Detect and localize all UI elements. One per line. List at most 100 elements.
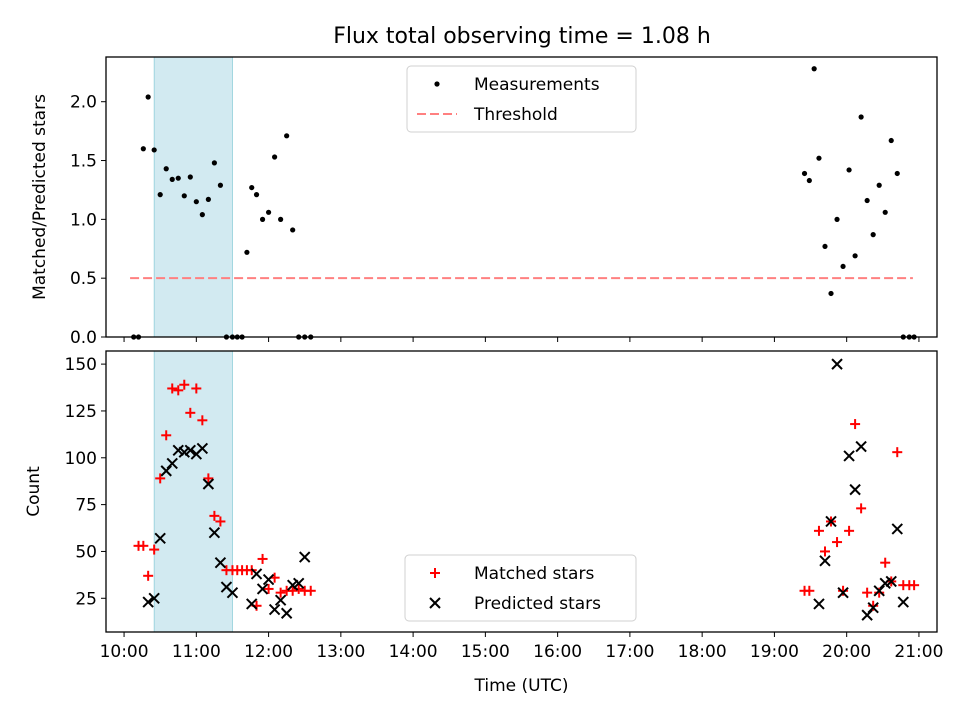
measurement-point (187, 174, 193, 180)
measurement-point (828, 290, 834, 297)
bottom-xtick-label: 21:00 (894, 642, 943, 662)
matched-star-point (856, 503, 867, 514)
matched-star-point (167, 383, 178, 394)
predicted-star-point (825, 515, 837, 528)
measurement-point (278, 216, 284, 222)
bottom-ytick-label: 150 (65, 355, 97, 375)
top-ytick-label: 1.5 (70, 152, 97, 172)
measurement-point (834, 216, 840, 222)
measurement-point (244, 249, 250, 255)
measurement-point (858, 114, 864, 120)
predicted-star-point (843, 450, 855, 462)
measurement-point (217, 182, 224, 188)
measurement-point (163, 166, 169, 172)
matched-star-point (257, 553, 268, 564)
measurement-point (870, 232, 876, 238)
predicted-star-point (184, 444, 197, 456)
predicted-star-point (885, 575, 897, 588)
bottom-ytick-label: 100 (65, 449, 97, 469)
bottom-xtick-label: 16:00 (533, 642, 582, 662)
predicted-star-point (867, 601, 879, 614)
legend-measurements-marker (434, 81, 440, 87)
measurement-point (145, 94, 151, 100)
measurement-point (193, 199, 199, 205)
matched-star-point (832, 537, 843, 548)
measurement-point (284, 133, 290, 139)
bottom-ytick-label: 50 (75, 542, 97, 562)
matched-star-point (813, 525, 824, 536)
legend-matched-label: Matched stars (474, 564, 594, 584)
measurement-point (876, 182, 882, 188)
predicted-star-point (142, 596, 154, 608)
predicted-star-point (292, 577, 305, 590)
bottom-highlight-band (153, 350, 233, 633)
predicted-star-point (831, 358, 843, 370)
predicted-star-point (250, 568, 263, 580)
measurement-point (840, 263, 846, 270)
matched-star-point (287, 585, 298, 596)
matched-star-point (850, 419, 861, 430)
matched-star-point (819, 546, 830, 557)
matched-star-point (275, 587, 286, 598)
measurement-point (157, 192, 163, 198)
predicted-star-point (849, 483, 861, 496)
bottom-plot-frame (105, 350, 938, 633)
bottom-legend-box (404, 554, 637, 622)
legend-threshold-label: Threshold (473, 105, 558, 125)
predicted-star-point (160, 465, 172, 477)
measurement-point (806, 177, 812, 184)
bottom-ytick-label: 25 (75, 589, 97, 609)
measurement-point (249, 184, 255, 191)
top-legend: Measurements Threshold (406, 65, 637, 133)
measurement-point (811, 66, 817, 72)
measurement-point (272, 154, 278, 160)
measurement-point (290, 227, 296, 233)
predicted-star-point (274, 594, 287, 606)
bottom-xtick-label: 13:00 (316, 642, 365, 662)
measurement-point (151, 147, 157, 153)
matched-star-point (155, 473, 166, 484)
predicted-star-point (208, 527, 221, 539)
measurement-point (140, 146, 146, 152)
measurement-point (882, 209, 888, 215)
matched-star-point (892, 447, 903, 458)
measurement-point (253, 192, 260, 198)
measurement-point (846, 167, 852, 173)
matched-star-point (149, 544, 160, 555)
matched-star-point (173, 385, 184, 396)
bottom-xtick-label: 12:00 (244, 642, 293, 662)
bottom-ylabel: Count (24, 466, 44, 517)
predicted-star-point (873, 585, 885, 597)
matched-star-point (862, 587, 873, 598)
measurement-point (265, 209, 272, 215)
measurement-point (169, 176, 175, 182)
matched-star-point (880, 557, 891, 568)
bottom-xtick-label: 17:00 (605, 642, 654, 662)
measurement-point (852, 253, 858, 259)
top-ytick-label: 1.0 (70, 210, 97, 230)
measurement-point (199, 212, 205, 218)
matched-star-point (868, 600, 879, 611)
matched-star-point (203, 473, 214, 484)
matched-star-point (191, 383, 202, 394)
predicted-star-point (154, 532, 166, 545)
bottom-xtick-label: 10:00 (100, 642, 149, 662)
matched-star-point (185, 407, 196, 418)
measurement-point (888, 137, 894, 144)
bottom-xtick-label: 11:00 (172, 642, 221, 662)
predicted-star-point (246, 598, 258, 610)
predicted-star-point (897, 596, 909, 608)
measurement-point (894, 170, 900, 177)
measurement-point (181, 193, 187, 199)
bottom-xtick-label: 19:00 (750, 642, 799, 662)
measurement-point (205, 196, 211, 202)
matched-star-point (161, 430, 172, 441)
predicted-star-point (855, 440, 867, 453)
bottom-xtick-label: 15:00 (461, 642, 510, 662)
matched-star-point (305, 585, 316, 596)
predicted-star-point (256, 583, 269, 595)
matched-star-point (138, 540, 149, 551)
matched-star-point (179, 379, 190, 390)
legend-measurements-label: Measurements (474, 75, 600, 95)
